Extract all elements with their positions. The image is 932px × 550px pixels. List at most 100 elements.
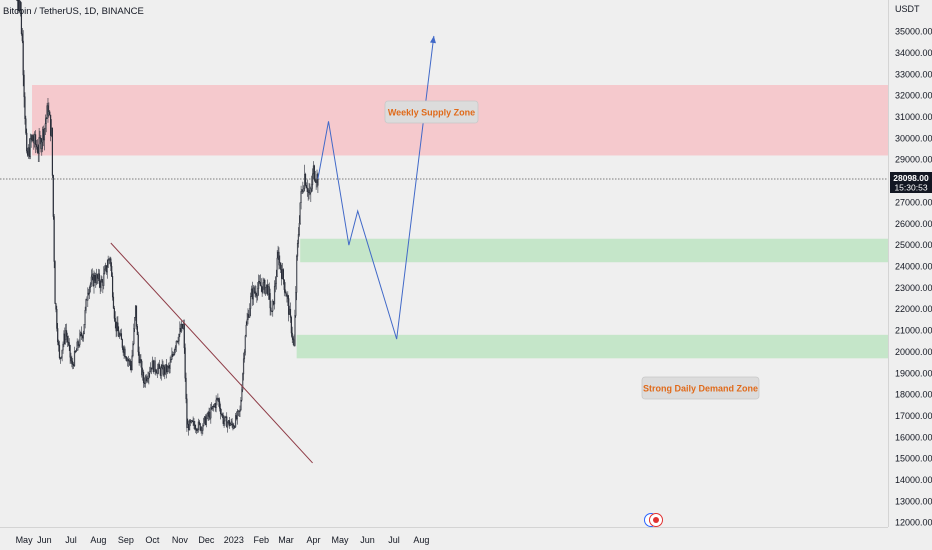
candle-body — [244, 335, 246, 353]
candle-body — [111, 276, 114, 298]
candle-body — [82, 333, 84, 339]
candle-body — [67, 341, 69, 344]
candle-body — [48, 111, 50, 116]
candle-body — [262, 282, 264, 293]
candle-body — [132, 343, 134, 357]
candle-body — [181, 323, 183, 332]
candle-body — [32, 135, 34, 142]
candle-body — [151, 360, 154, 370]
earnings-event-icon[interactable] — [644, 513, 663, 527]
price-tick-label: 34000.00 — [895, 48, 932, 58]
candle-body — [109, 258, 111, 260]
candle-body — [298, 223, 300, 235]
candle-body — [129, 360, 131, 366]
candle-body — [90, 276, 92, 285]
candle-body — [63, 333, 65, 345]
candle-body — [38, 137, 40, 154]
candle-body — [199, 423, 201, 431]
candle-body — [179, 328, 181, 335]
supply-zone-label[interactable]: Weekly Supply Zone — [384, 100, 479, 124]
candle-body — [309, 192, 311, 194]
candle-body — [182, 324, 184, 329]
daily-demand-zone-upper[interactable] — [300, 238, 888, 263]
candle-body — [275, 276, 277, 284]
candle-body — [136, 326, 138, 336]
candle-body — [229, 423, 231, 427]
candle-body — [279, 262, 281, 266]
candle-body — [88, 287, 91, 294]
candle-body — [81, 335, 84, 339]
candle-body — [119, 333, 122, 336]
candle-body — [205, 417, 207, 425]
candle-body — [239, 409, 241, 412]
candle-body — [220, 413, 223, 415]
candle-body — [281, 269, 284, 279]
candle-body — [276, 257, 278, 277]
candle-body — [313, 165, 315, 180]
candle-body — [158, 364, 160, 369]
candle-body — [106, 267, 108, 273]
candle-body — [20, 10, 23, 35]
candle-body — [159, 368, 161, 376]
candle-body — [316, 174, 318, 183]
time-tick-label: Jun — [360, 535, 375, 545]
candle-body — [181, 323, 184, 329]
candle-body — [196, 428, 198, 431]
candle-body — [139, 359, 141, 364]
candle-body — [285, 292, 287, 297]
candle-body — [214, 404, 216, 409]
bar-countdown: 15:30:53 — [894, 183, 927, 193]
candle-body — [126, 358, 128, 362]
candle-body — [219, 401, 221, 409]
candle-body — [50, 114, 52, 136]
candle-body — [202, 425, 204, 431]
candle-body — [163, 366, 165, 375]
candlestick-series — [16, 0, 319, 436]
time-axis[interactable]: May Jun Jul Aug Sep Oct Nov Dec 2023 Feb Mar Apr May… — [16, 535, 430, 545]
candle-body — [65, 330, 68, 337]
price-tick-label: 16000.00 — [895, 432, 932, 442]
candle-body — [174, 346, 177, 351]
candle-body — [73, 364, 75, 367]
candle-body — [115, 321, 117, 332]
candle-body — [302, 189, 304, 192]
candle-body — [89, 283, 92, 288]
projected-price-path[interactable] — [317, 35, 435, 340]
candle-body — [293, 339, 295, 346]
candle-body — [156, 372, 158, 374]
candle-body — [131, 355, 133, 371]
candle-body — [194, 424, 196, 430]
price-axis[interactable]: 12000.00 13000.00 14000.00 15000.00 16000.00… — [895, 27, 932, 528]
candle-body — [154, 360, 156, 371]
time-tick-label: Apr — [306, 535, 320, 545]
descending-trendline[interactable] — [110, 242, 313, 464]
time-tick-label: Jul — [65, 535, 77, 545]
candle-body — [44, 123, 46, 130]
candle-body — [77, 341, 79, 347]
candle-body — [153, 360, 155, 372]
candle-body — [19, 1, 21, 3]
candle-body — [211, 405, 214, 409]
price-tick-label: 30000.00 — [895, 133, 932, 143]
candle-body — [34, 134, 37, 145]
price-tick-label: 22000.00 — [895, 304, 932, 314]
candle-body — [180, 328, 182, 332]
demand-zone-label[interactable]: Strong Daily Demand Zone — [641, 376, 760, 400]
price-tick-label: 33000.00 — [895, 69, 932, 79]
candle-body — [231, 421, 233, 425]
candle-body — [284, 289, 286, 293]
candle-body — [317, 174, 319, 186]
price-tick-label: 35000.00 — [895, 27, 932, 37]
strong-daily-demand-zone[interactable] — [296, 334, 888, 359]
candle-body — [45, 118, 47, 124]
candle-body — [53, 216, 55, 262]
candle-body — [94, 275, 96, 281]
candle-body — [267, 286, 269, 295]
price-tick-label: 12000.00 — [895, 518, 932, 528]
candle-body — [128, 360, 130, 362]
price-tick-label: 32000.00 — [895, 91, 932, 101]
candle-body — [277, 251, 279, 259]
demand-zone-label-text: Strong Daily Demand Zone — [643, 384, 758, 394]
candle-body — [222, 415, 224, 424]
